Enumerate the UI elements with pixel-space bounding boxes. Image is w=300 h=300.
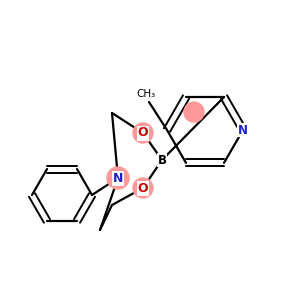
Text: N: N	[113, 172, 123, 184]
Text: CH₃: CH₃	[136, 89, 156, 99]
Circle shape	[184, 102, 204, 122]
Text: O: O	[138, 182, 148, 194]
Text: O: O	[138, 127, 148, 140]
Circle shape	[107, 167, 129, 189]
Text: B: B	[158, 154, 166, 166]
Text: N: N	[238, 124, 248, 136]
Circle shape	[133, 123, 153, 143]
Circle shape	[133, 178, 153, 198]
